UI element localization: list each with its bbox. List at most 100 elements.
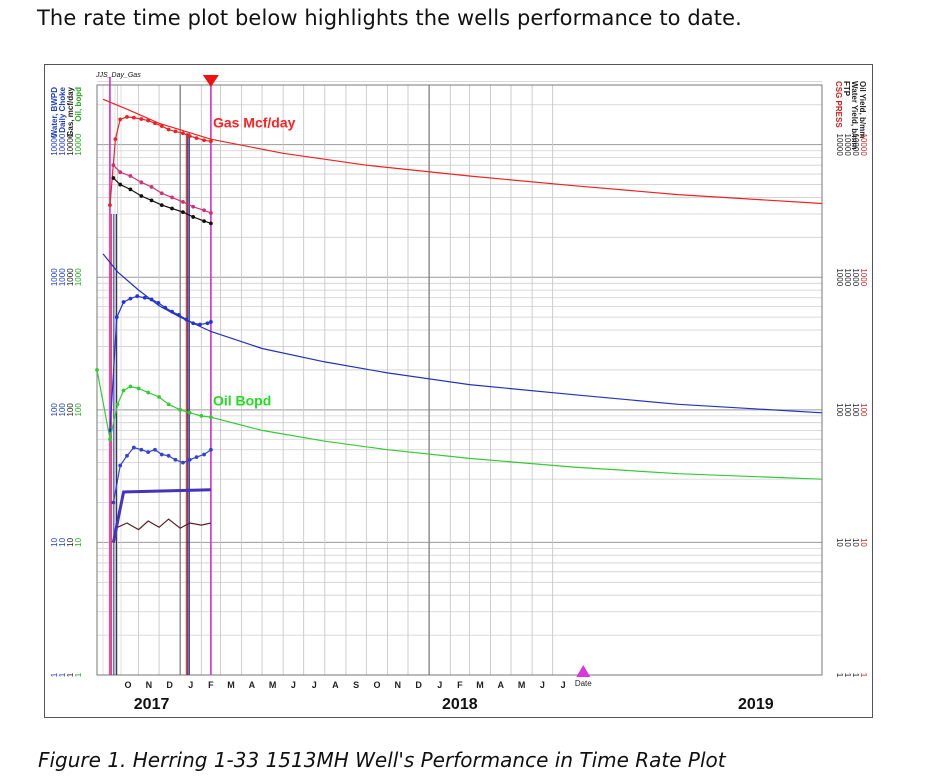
month-tick-label: J [291,680,296,690]
data-point [128,174,133,178]
data-point [208,211,213,215]
left-tick-label: 10 [58,537,67,546]
rate-time-chart: O N D J F M A M J J A S O N D J F M A M J J 2017 2018 2019 Date Wa… [50,72,868,713]
left-tick-label: 1 [50,672,59,677]
right-tick-label: 10 [851,538,860,547]
right-tick-label: 100 [851,403,860,417]
right-axis-title: Oil Yield, b/mm [858,81,867,138]
data-point [159,203,164,208]
right-tick-label: 1 [851,673,860,678]
plot-border [96,84,823,676]
left-tick-label: 10000 [50,133,59,156]
data-point [111,176,116,180]
month-tick-label: A [249,680,256,690]
data-point [139,194,144,198]
series-line [111,488,211,543]
right-tick-label: 10000 [859,134,868,157]
month-tick-label: M [227,680,235,690]
data-point [202,219,206,224]
data-point [111,500,116,505]
data-point [149,185,154,189]
data-point [166,127,171,132]
left-tick-label: 10000 [66,133,75,156]
data-point [139,180,144,185]
top-marker-label: JJS_Day_Gas [95,72,141,79]
right-tick-label: 1 [843,673,852,678]
data-point [128,384,133,389]
left-tick-label: 1 [66,672,75,677]
month-tick-label: J [540,680,545,690]
data-point [142,295,147,300]
month-tick-label: J [437,680,442,690]
data-point [149,198,154,203]
left-tick-label: 10000 [58,133,67,156]
data-point [146,118,151,123]
month-tick-label: O [125,680,132,690]
data-point [108,203,112,208]
month-tick-label: N [146,680,153,690]
data-point [118,182,123,187]
month-tick-label: J [561,680,566,690]
data-point [95,368,99,372]
data-point [173,457,178,462]
data-point [113,137,118,142]
left-tick-label: 1000 [66,268,75,286]
right-tick-label: 10000 [851,134,860,157]
right-axis-title: CSG PRESS [834,81,843,128]
data-point [178,407,183,412]
data-point [118,117,123,122]
series-line [109,116,211,206]
month-tick-label: D [166,680,173,690]
data-point [173,129,178,134]
current-date-marker-icon [202,75,219,87]
data-point [135,294,140,299]
series-line [117,518,212,531]
data-point [205,321,210,326]
right-tick-label: 1000 [843,268,852,286]
data-point [118,170,123,175]
data-point [131,115,136,120]
month-tick-label: M [269,680,277,690]
data-point [199,413,204,418]
data-point [202,138,206,143]
data-point [125,453,129,458]
month-tick-label: M [476,680,484,690]
data-point [157,395,161,399]
right-tick-label: 10000 [843,134,852,157]
left-tick-label: 10000 [74,133,83,156]
gas-annotation: Gas Mcf/day [213,114,296,130]
data-point [208,415,213,420]
left-axis-title: Daily Choke [58,86,67,132]
left-axis-title: Gas, mcf/day [66,86,75,136]
data-point [114,315,119,320]
data-point [139,447,144,452]
month-tick-label: O [373,680,380,690]
left-axis-title: Water, BWPD [50,87,59,138]
data-point [187,410,192,415]
data-point [166,453,171,458]
right-tick-label: 10000 [835,134,844,157]
data-point [194,136,199,141]
left-tick-label: 100 [74,403,83,417]
oil-annotation: Oil Bopd [213,392,271,408]
date-marker-icon [576,665,591,677]
series-line [102,98,823,205]
right-tick-label: 1000 [859,268,868,286]
right-tick-label: 10 [859,538,868,547]
month-tick-label: F [457,680,463,690]
month-tick-label: A [498,680,505,690]
data-point [194,455,199,460]
data-point [159,191,164,196]
intro-text: The rate time plot below highlights the … [37,6,742,30]
x-axis-label: Date [575,679,592,688]
data-point [187,457,192,462]
left-tick-label: 1 [74,672,83,677]
left-axis-title: Oil, bopd [74,87,83,122]
series-line [210,416,823,480]
left-tick-label: 1000 [58,268,67,286]
left-tick-label: 100 [66,403,75,417]
left-tick-label: 10 [74,537,83,546]
right-tick-label: 1 [859,673,868,678]
year-label: 2017 [134,696,170,713]
data-point [170,206,174,211]
